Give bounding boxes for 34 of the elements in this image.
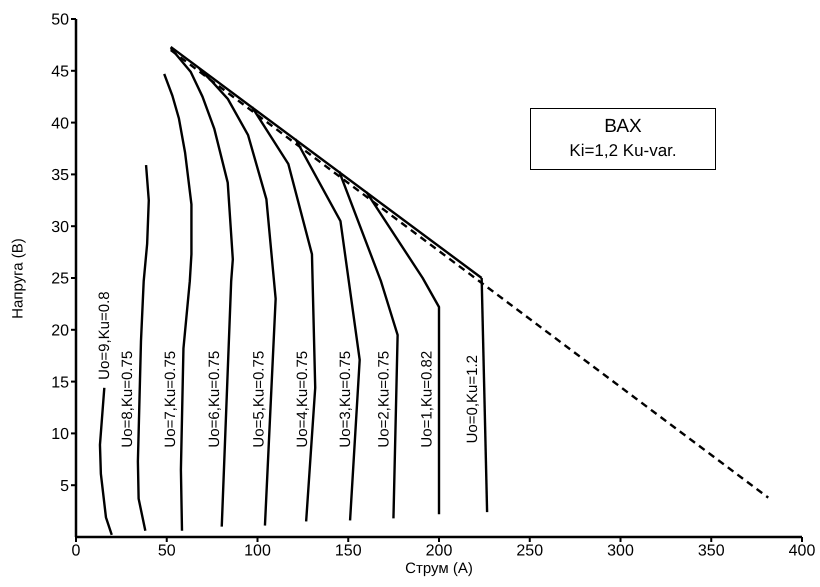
text: Uo=6,Ku=0.75 <box>206 350 224 448</box>
x-tick-label: 0 <box>72 542 81 560</box>
text: Uo=3,Ku=0.75 <box>336 350 354 448</box>
y-axis-title: Напруга (В) <box>10 237 26 321</box>
y-tick-label: 40 <box>51 115 70 132</box>
x-tick-label: 150 <box>334 542 362 560</box>
caption-box: ВАХ Ki=1,2 Ku-var. <box>530 108 716 170</box>
text: Uo=2,Ku=0.75 <box>376 350 393 448</box>
x-tick-label: 200 <box>426 542 452 560</box>
text: Uo=5,Ku=0.75 <box>250 350 268 448</box>
x-tick-label: 250 <box>516 542 544 560</box>
text: Uo=8,Ku=0.75 <box>118 350 136 448</box>
annotation: ВАХ <box>603 115 643 139</box>
x-tick-label: 50 <box>158 542 176 560</box>
y-tick-label: 45 <box>51 63 70 80</box>
x-tick-label: 300 <box>607 542 634 560</box>
y-tick-label: 30 <box>51 218 70 236</box>
x-tick-label: 100 <box>244 542 271 560</box>
y-tick-label: 15 <box>51 374 70 392</box>
text: Uo=7,Ku=0.75 <box>162 350 179 448</box>
text: Uo=4,Ku=0.75 <box>294 350 311 448</box>
text: Uo=9,Ku=0.8 <box>96 291 113 380</box>
y-tick-label: 35 <box>51 167 70 184</box>
y-tick-label: 10 <box>51 426 70 444</box>
x-tick-label: 350 <box>698 542 725 560</box>
y-tick-label: 5 <box>60 478 70 495</box>
y-tick-label: 50 <box>51 12 70 29</box>
y-tick-label: 20 <box>51 322 70 340</box>
text: Uo=0,Ku=1.2 <box>464 355 481 444</box>
x-tick-label: 400 <box>788 542 816 560</box>
y-tick-label: 25 <box>51 270 70 288</box>
annotation: Ki=1,2 Ku-var. <box>568 140 678 162</box>
x-axis-title: Струм (А) <box>404 560 474 577</box>
text: Uo=1,Ku=0.82 <box>418 350 436 448</box>
